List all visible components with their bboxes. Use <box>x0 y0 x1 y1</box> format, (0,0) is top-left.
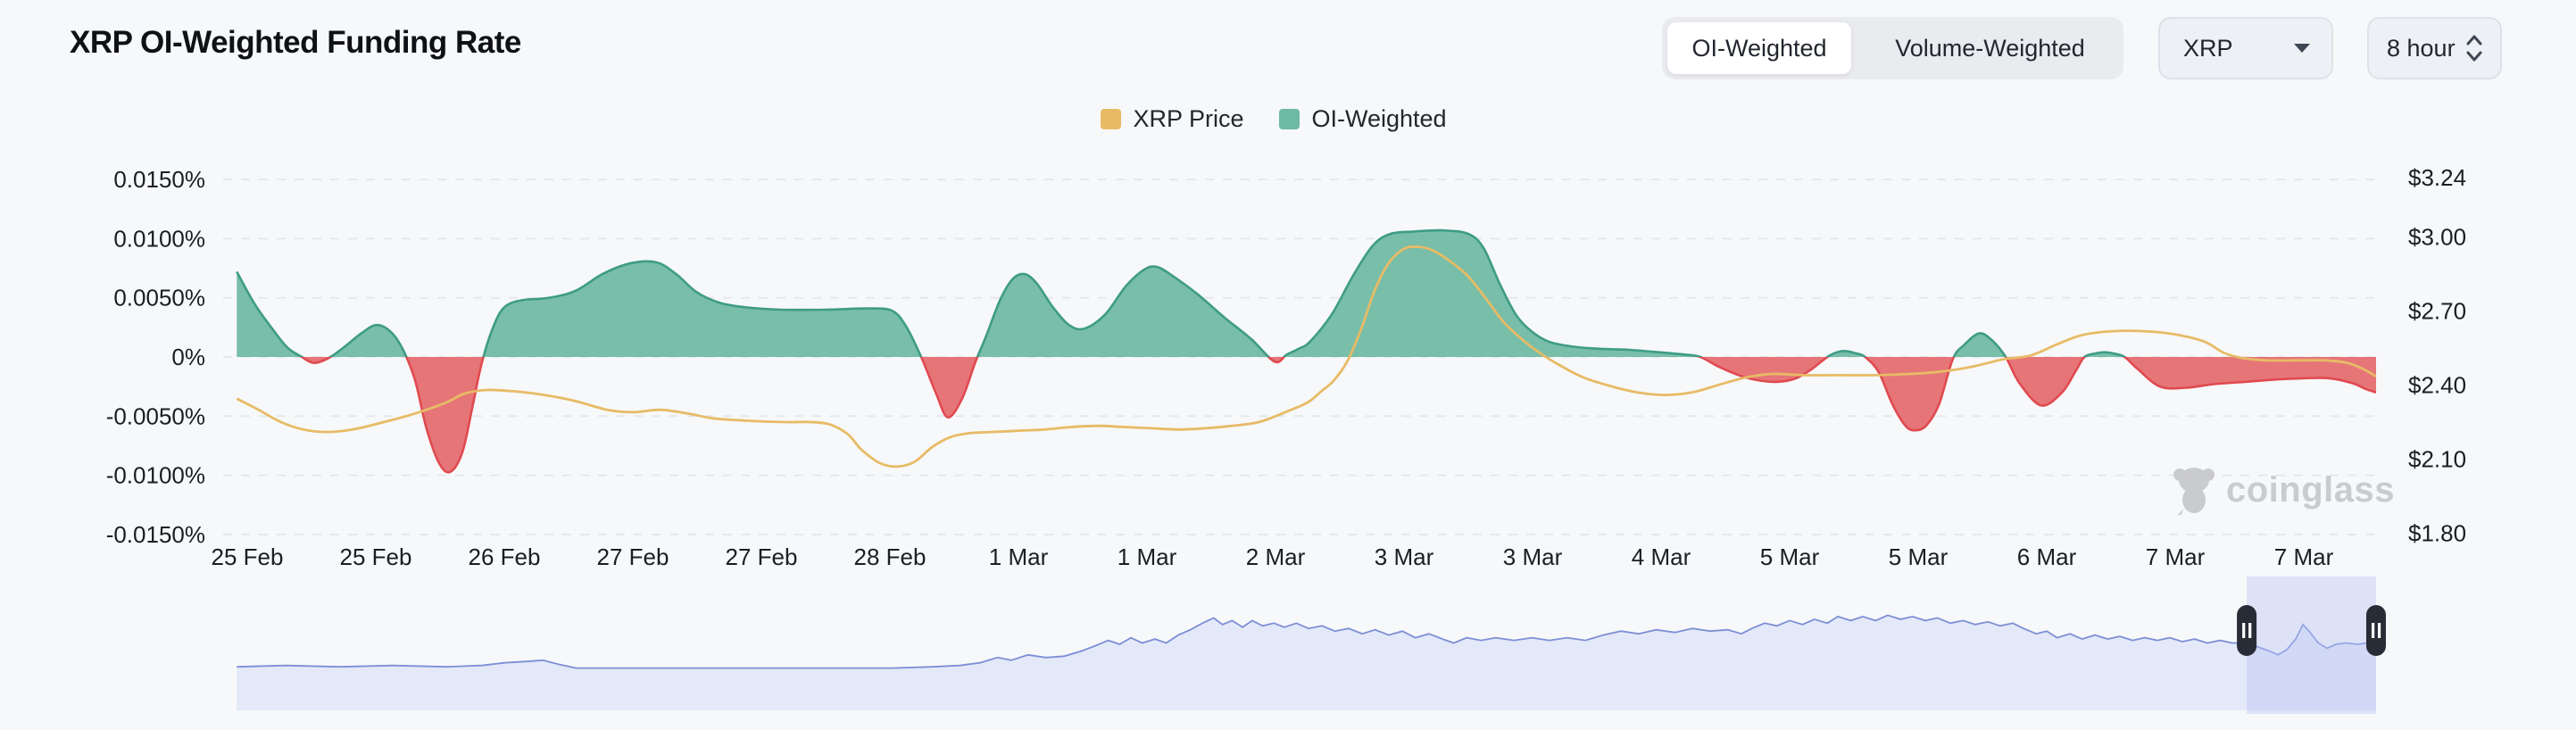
chevron-down-icon <box>2294 44 2310 53</box>
xrp-price-line <box>236 245 2377 469</box>
y-axis-left-label: 0% <box>171 344 205 370</box>
x-axis-label: 5 Mar <box>1889 543 1949 570</box>
interval-select-value: 8 hour <box>2387 34 2456 62</box>
xrp-price-swatch <box>1101 109 1122 129</box>
legend-item-oi-weighted[interactable]: OI-Weighted <box>1279 105 1447 133</box>
y-axis-left-label: -0.0100% <box>106 462 205 489</box>
navigator[interactable] <box>237 577 2386 714</box>
tab-volume-weighted[interactable]: Volume-Weighted <box>1895 34 2085 62</box>
y-axis-right-label: $3.00 <box>2408 224 2466 251</box>
axis-labels: 0.0150% 0.0100% 0.0050% 0% -0.0050% -0.0100% -… <box>106 164 2466 570</box>
y-axis-left-label: 0.0100% <box>113 225 205 252</box>
navigator-handle-right[interactable] <box>2366 605 2386 656</box>
legend-label: XRP Price <box>1133 105 1244 132</box>
legend-label: OI-Weighted <box>1311 105 1447 132</box>
x-axis-label: 27 Feb <box>597 543 669 570</box>
interval-select[interactable]: 8 hour <box>2367 17 2502 79</box>
x-axis-label: 7 Mar <box>2146 543 2206 570</box>
y-axis-left-label: -0.0150% <box>106 521 205 548</box>
x-axis-label: 7 Mar <box>2274 543 2334 570</box>
y-axis-right-label: $2.40 <box>2408 372 2466 399</box>
legend: XRP Price OI-Weighted <box>0 105 2562 133</box>
weight-mode-tabs: OI-Weighted Volume-Weighted <box>1662 17 2123 79</box>
legend-item-xrp-price[interactable]: XRP Price <box>1101 105 1243 133</box>
x-axis-label: 6 Mar <box>2017 543 2077 570</box>
x-axis-label: 2 Mar <box>1246 543 1306 570</box>
oi-weighted-swatch <box>1279 109 1300 129</box>
up-down-stepper-icon <box>2466 35 2482 62</box>
x-axis-label: 26 Feb <box>469 543 541 570</box>
x-axis-label: 4 Mar <box>1632 543 1691 570</box>
y-axis-left-label: -0.0050% <box>106 402 205 429</box>
x-axis-label: 27 Feb <box>726 543 798 570</box>
x-axis-label: 25 Feb <box>340 543 412 570</box>
x-axis-label: 3 Mar <box>1503 543 1563 570</box>
x-axis-label: 1 Mar <box>1118 543 1177 570</box>
x-axis-label: 25 Feb <box>212 543 284 570</box>
x-axis-label: 5 Mar <box>1760 543 1820 570</box>
navigator-handle-left[interactable] <box>2237 605 2257 656</box>
page-title: XRP OI-Weighted Funding Rate <box>70 25 521 60</box>
x-axis-label: 3 Mar <box>1375 543 1434 570</box>
x-axis-label: 1 Mar <box>989 543 1049 570</box>
tab-oi-weighted[interactable]: OI-Weighted <box>1667 22 1851 74</box>
symbol-select[interactable]: XRP <box>2158 17 2333 79</box>
navigator-selected-window[interactable] <box>2247 577 2376 714</box>
oi-weighted-area-negative <box>237 357 2377 474</box>
x-axis-label: 28 Feb <box>854 543 927 570</box>
y-axis-left-label: 0.0150% <box>113 166 205 193</box>
oi-weighted-area-positive <box>236 228 2376 357</box>
y-axis-right-label: $2.70 <box>2408 298 2466 325</box>
symbol-select-value: XRP <box>2183 34 2233 62</box>
y-axis-right-label: $3.24 <box>2408 164 2466 191</box>
y-axis-right-label: $1.80 <box>2408 520 2466 547</box>
y-axis-right-label: $2.10 <box>2408 446 2466 473</box>
y-axis-left-label: 0.0050% <box>113 285 205 311</box>
